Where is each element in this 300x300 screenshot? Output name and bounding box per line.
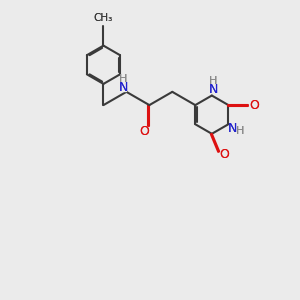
Bar	[251, 102, 257, 108]
Text: O: O	[139, 125, 149, 138]
Text: H: H	[119, 74, 128, 85]
Bar	[211, 86, 216, 92]
Text: CH₃: CH₃	[94, 13, 113, 23]
Text: N: N	[119, 81, 128, 94]
Bar	[141, 128, 147, 135]
Text: N: N	[208, 82, 218, 95]
Text: O: O	[220, 148, 230, 161]
Text: H: H	[119, 74, 128, 85]
Text: H: H	[236, 126, 244, 136]
Bar	[211, 79, 215, 84]
Text: O: O	[220, 148, 230, 161]
Text: N: N	[208, 82, 218, 95]
Text: H: H	[209, 76, 218, 86]
Bar	[122, 77, 125, 82]
Bar	[97, 15, 110, 22]
Text: N: N	[227, 122, 237, 135]
Text: N: N	[227, 122, 237, 135]
Bar	[121, 84, 126, 91]
Text: H: H	[236, 126, 244, 136]
Text: H: H	[209, 76, 218, 86]
Text: O: O	[139, 125, 149, 138]
Text: CH₃: CH₃	[94, 13, 113, 23]
Text: N: N	[119, 81, 128, 94]
Bar	[229, 125, 235, 132]
Bar	[238, 128, 242, 134]
Text: O: O	[249, 99, 259, 112]
Bar	[221, 151, 227, 158]
Text: O: O	[249, 99, 259, 112]
